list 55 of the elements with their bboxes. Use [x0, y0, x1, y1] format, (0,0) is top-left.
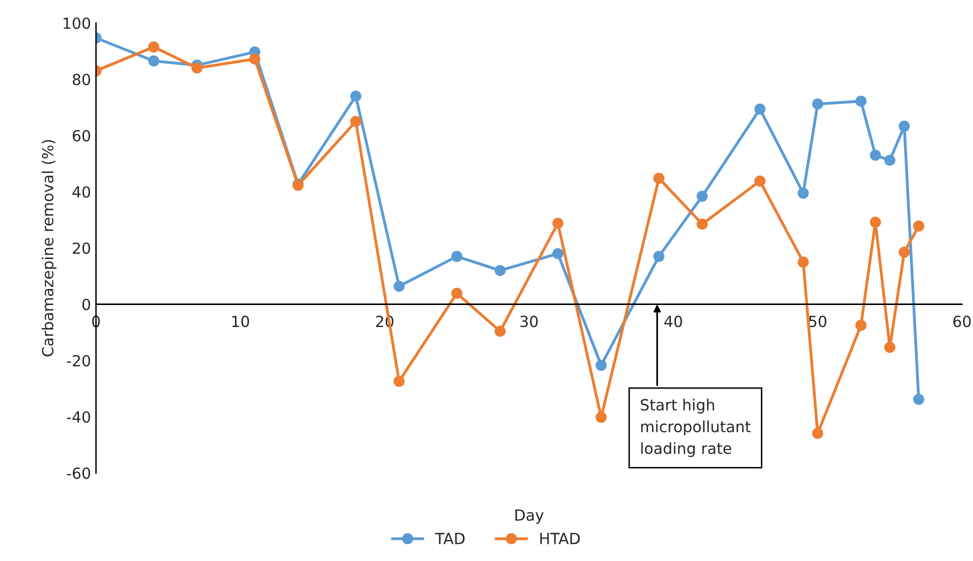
point	[653, 250, 664, 262]
point	[350, 90, 362, 102]
point	[870, 216, 881, 228]
point	[494, 264, 506, 276]
point	[696, 218, 708, 230]
y-tick-label: 100	[64, 17, 90, 30]
point	[148, 41, 160, 52]
point	[855, 320, 867, 331]
point	[653, 172, 664, 184]
point	[913, 394, 924, 405]
point	[884, 342, 896, 353]
y-axis-title: Carbamazepine removal (%)	[42, 140, 56, 356]
point	[696, 190, 708, 202]
point	[451, 250, 462, 262]
y-tick-label: 60	[72, 130, 90, 142]
y-tick-label: -40	[66, 411, 90, 423]
point	[812, 98, 824, 110]
point	[249, 53, 260, 65]
legend-label: HTAD	[540, 532, 580, 544]
point	[451, 288, 462, 299]
x-tick-label: 10	[232, 316, 250, 328]
y-tick-label: 40	[72, 186, 90, 198]
point	[913, 220, 924, 232]
y-tick-label: -60	[66, 467, 90, 480]
point	[596, 412, 607, 423]
y-tick-label: 0	[82, 298, 90, 310]
point	[898, 246, 910, 258]
point	[812, 428, 824, 439]
point	[148, 55, 160, 67]
point	[898, 120, 910, 132]
point	[754, 104, 766, 115]
point	[870, 150, 881, 161]
point	[855, 96, 867, 107]
point	[552, 248, 564, 260]
y-tick-label: -20	[66, 354, 90, 367]
point	[798, 256, 809, 268]
y-tick-label: 20	[72, 242, 90, 254]
point	[394, 376, 405, 387]
point	[394, 280, 405, 292]
y-tick-label: 80	[72, 74, 90, 86]
x-tick-label: 60	[953, 316, 971, 328]
point	[552, 218, 564, 229]
point	[350, 116, 362, 127]
point	[494, 326, 506, 337]
x-tick-label: 30	[520, 316, 538, 328]
x-tick-label: 50	[809, 316, 826, 328]
annotation: Start high micropollutant loading rate	[640, 398, 751, 458]
legend-label: TAD	[435, 532, 465, 544]
point	[596, 360, 607, 371]
x-tick-label: 40	[664, 316, 682, 328]
point	[191, 62, 203, 74]
x-axis-title: Day	[515, 509, 544, 524]
point	[798, 188, 809, 199]
point	[884, 154, 896, 166]
point	[754, 176, 766, 187]
